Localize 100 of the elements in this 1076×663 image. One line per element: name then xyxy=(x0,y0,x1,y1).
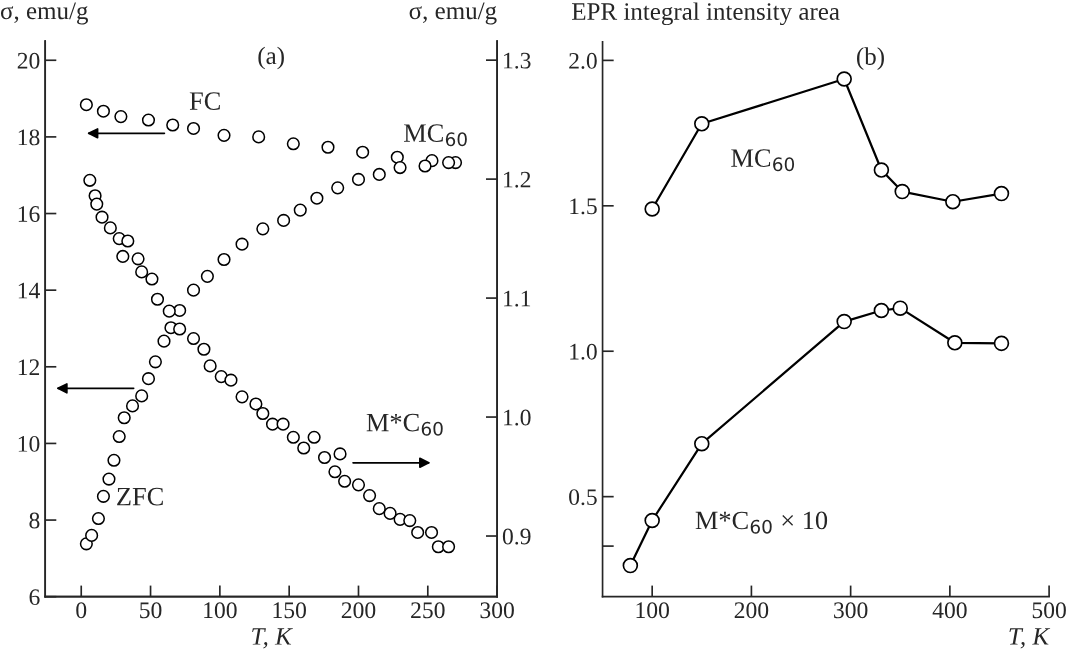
point xyxy=(166,118,180,132)
point xyxy=(276,417,290,431)
point xyxy=(173,322,187,336)
point xyxy=(141,372,156,386)
point xyxy=(91,511,105,526)
point xyxy=(157,334,171,348)
point xyxy=(277,213,291,228)
point xyxy=(265,417,280,431)
point xyxy=(112,429,126,444)
point xyxy=(217,128,231,142)
point xyxy=(297,441,311,455)
x-tick-label: 200 xyxy=(341,602,376,619)
point xyxy=(141,113,156,127)
point xyxy=(135,265,149,279)
x-tick-label: 300 xyxy=(480,602,514,619)
point xyxy=(224,373,238,387)
point xyxy=(102,472,116,486)
point xyxy=(90,197,104,211)
point xyxy=(945,193,961,210)
x-tick-label: 200 xyxy=(734,602,769,619)
y-tick-label: 16 xyxy=(18,206,40,222)
point xyxy=(331,181,345,195)
point xyxy=(186,283,201,297)
y2-tick-label: 1.2 xyxy=(504,171,531,188)
y-axis-title: σ, emu/g xyxy=(0,2,88,25)
point xyxy=(103,221,117,235)
y2-axis-title: σ, emu/g xyxy=(409,2,497,25)
y-tick-label: 20 xyxy=(17,52,40,69)
y-tick-label: 6 xyxy=(29,589,40,606)
point xyxy=(947,335,963,351)
point xyxy=(293,203,307,217)
x-tick-label: 0 xyxy=(76,602,87,619)
point xyxy=(186,121,201,136)
point xyxy=(83,173,97,187)
y-tick-label: 18 xyxy=(18,129,40,146)
x-tick-label: 150 xyxy=(273,602,306,619)
point xyxy=(383,506,397,520)
point xyxy=(411,525,425,540)
series-label: ZFC xyxy=(117,487,163,506)
y-axis-title: EPR integral intensity area xyxy=(572,2,840,26)
point xyxy=(333,447,347,461)
y-tick-label: 12 xyxy=(18,359,40,375)
point xyxy=(328,465,342,479)
point xyxy=(249,397,263,411)
series-label: M*C$_{60}$ xyxy=(366,413,443,436)
x-tick-label: 250 xyxy=(411,602,445,619)
point xyxy=(393,160,407,175)
point xyxy=(145,272,159,286)
series-label: M*C$_{60}$ × 10 xyxy=(695,511,828,534)
point xyxy=(79,98,93,112)
point xyxy=(356,145,370,159)
x-tick-label: 50 xyxy=(140,602,162,619)
point xyxy=(351,172,366,187)
point xyxy=(363,488,377,503)
point xyxy=(256,222,270,236)
point xyxy=(252,130,266,144)
point xyxy=(107,453,121,467)
point xyxy=(150,292,165,306)
chart-title: (a) xyxy=(258,46,284,70)
point xyxy=(351,478,366,492)
point xyxy=(836,71,852,87)
point xyxy=(162,304,176,318)
point xyxy=(442,155,456,170)
point xyxy=(117,411,131,425)
point xyxy=(873,302,890,319)
point xyxy=(114,110,128,124)
x-tick-label: 300 xyxy=(834,602,868,619)
point xyxy=(403,513,417,528)
point xyxy=(622,557,639,574)
point xyxy=(390,150,404,164)
chart-title: (b) xyxy=(857,47,884,70)
point xyxy=(256,406,270,421)
point xyxy=(317,450,332,465)
y2-tick-label: 1.1 xyxy=(504,290,531,307)
y-tick-label: 1.5 xyxy=(570,198,597,215)
point xyxy=(135,389,149,403)
point xyxy=(418,159,432,173)
y2-tick-label: 1.0 xyxy=(504,409,531,426)
y-tick-label: 0.5 xyxy=(569,489,597,506)
y-tick-label: 1.0 xyxy=(570,343,597,360)
point xyxy=(116,249,130,264)
point xyxy=(200,269,214,283)
point xyxy=(186,331,201,346)
point xyxy=(286,137,300,151)
point xyxy=(310,191,324,205)
point xyxy=(121,234,135,248)
point xyxy=(286,430,300,444)
point xyxy=(131,252,145,266)
point xyxy=(694,435,710,452)
point xyxy=(993,185,1010,202)
point xyxy=(321,140,335,154)
point xyxy=(694,116,710,132)
point xyxy=(442,540,456,554)
x-tick-label: 400 xyxy=(932,602,967,619)
x-axis-title: T, K xyxy=(1009,628,1051,649)
point xyxy=(125,399,140,413)
y-tick-label: 8 xyxy=(29,512,40,529)
point xyxy=(894,183,911,200)
point xyxy=(338,474,352,488)
point xyxy=(644,201,660,217)
